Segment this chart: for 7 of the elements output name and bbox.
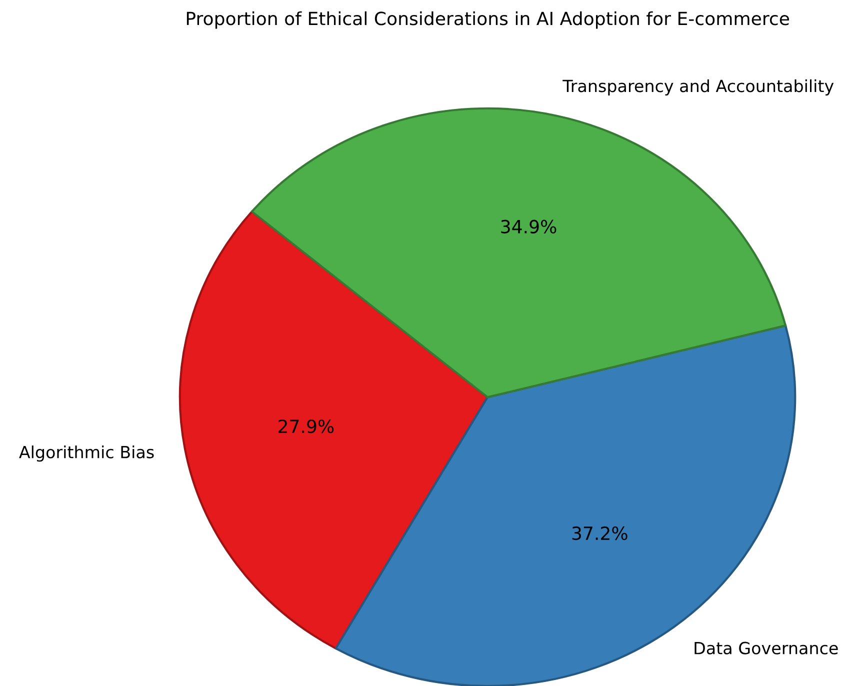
slice-label: Algorithmic Bias: [19, 445, 154, 462]
data-label: 27.9%: [278, 420, 334, 434]
data-label: 37.2%: [572, 526, 628, 540]
chart-title: Proportion of Ethical Considerations in AI Adoption for E-commerce: [186, 11, 789, 29]
slice-label: Transparency and Accountability: [562, 79, 834, 96]
data-label: 34.9%: [501, 220, 556, 234]
slice-label: Data Governance: [694, 642, 838, 654]
